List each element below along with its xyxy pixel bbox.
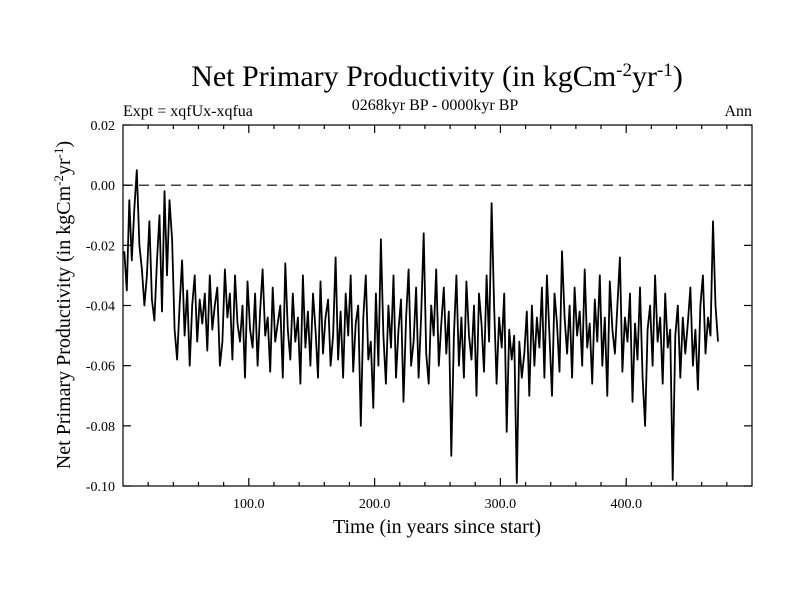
y-tick-label: -0.04 xyxy=(86,300,115,315)
y-tick-label: 0.02 xyxy=(91,119,116,134)
y-axis-label: Net Primary Productivity (in kgCm-2yr-1) xyxy=(51,141,76,469)
y-axis-label-end: ) xyxy=(53,141,75,148)
chart-title-main: Net Primary Productivity (in kgCm xyxy=(191,60,616,93)
chart-title-mid: yr xyxy=(632,60,657,93)
y-axis-label-sup2: -1 xyxy=(51,148,66,159)
axis-tick-labels: 0.02 0.00 -0.02 -0.04 -0.06 -0.08 -0.10 100.0 20… xyxy=(86,119,642,512)
chart-title: Net Primary Productivity (in kgCm-2yr-1) xyxy=(191,60,683,94)
y-tick-label: -0.08 xyxy=(86,420,115,435)
subtitle-period: 0268kyr BP - 0000kyr BP xyxy=(352,97,519,114)
x-axis-label: Time (in years since start) xyxy=(333,516,541,538)
chart-title-sup1: -2 xyxy=(616,60,632,81)
subtitle-experiment: Expt = xqfUx-xqfua xyxy=(123,103,253,120)
y-tick-label: -0.02 xyxy=(86,239,115,254)
chart-title-sup2: -1 xyxy=(657,60,673,81)
y-tick-label: -0.10 xyxy=(86,480,115,495)
y-axis-label-main: Net Primary Productivity (in kgCm xyxy=(53,185,75,469)
y-axis-label-mid: yr xyxy=(53,158,75,175)
chart-title-end: ) xyxy=(673,60,683,93)
y-tick-label: 0.00 xyxy=(91,179,116,194)
y-axis-label-sup1: -2 xyxy=(51,175,66,186)
x-tick-label: 200.0 xyxy=(359,497,391,512)
x-tick-label: 300.0 xyxy=(485,497,517,512)
y-tick-label: -0.06 xyxy=(86,360,115,375)
x-tick-label: 400.0 xyxy=(610,497,642,512)
subtitle-season: Ann xyxy=(724,103,752,120)
x-tick-label: 100.0 xyxy=(233,497,265,512)
series-line-npp xyxy=(123,169,719,484)
